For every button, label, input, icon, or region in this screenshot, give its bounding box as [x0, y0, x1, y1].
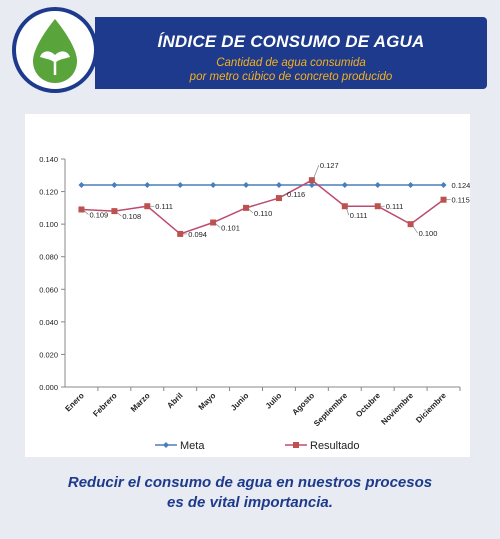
x-tick-label: Diciembre: [414, 391, 448, 425]
x-tick-label: Febrero: [91, 391, 119, 419]
header-banner: ÍNDICE DE CONSUMO DE AGUA Cantidad de ag…: [95, 17, 487, 89]
footer-line-1: Reducir el consumo de agua en nuestros p…: [67, 474, 433, 491]
x-tick-label: Septiembre: [312, 391, 350, 429]
resultado-data-label: 0.115: [452, 196, 470, 205]
resultado-data-label: 0.094: [188, 230, 207, 239]
meta-point: [275, 182, 282, 189]
resultado-point: [308, 177, 315, 184]
x-tick-label: Julio: [264, 391, 284, 411]
meta-point: [374, 182, 381, 189]
meta-point: [440, 182, 447, 189]
x-tick-label: Agosto: [290, 391, 316, 417]
footer-message: Reducir el consumo de agua en nuestros p…: [0, 473, 500, 513]
meta-point: [243, 182, 250, 189]
y-tick-label: 0.080: [39, 253, 58, 262]
x-tick-label: Mayo: [197, 391, 218, 412]
chart-area: 0.000 0.020 0.040 0.060 0.080 0.100 0.120 0.140…: [25, 114, 470, 457]
resultado-leader: [82, 209, 89, 215]
resultado-data-label: 0.111: [350, 211, 368, 220]
subtitle-line-2: por metro cúbico de concreto producido: [189, 71, 393, 83]
x-tick-label: Noviembre: [379, 391, 415, 427]
y-tick-label: 0.100: [39, 220, 58, 229]
meta-point: [341, 182, 348, 189]
resultado-leader: [312, 165, 320, 181]
resultado-data-label: 0.127: [320, 161, 339, 170]
resultado-point: [177, 230, 184, 237]
subtitle-line-1: Cantidad de agua consumida: [216, 57, 366, 69]
resultado-point: [144, 203, 151, 210]
y-tick-label: 0.120: [39, 188, 58, 197]
resultado-data-label: 0.109: [89, 210, 108, 219]
resultado-line: [81, 179, 444, 235]
resultado-point: [210, 219, 217, 226]
meta-point: [210, 182, 217, 189]
y-tick-label: 0.020: [39, 350, 58, 359]
resultado-point: [374, 203, 381, 210]
x-tick-label: Enero: [63, 391, 85, 413]
y-tick-label: 0.040: [39, 318, 58, 327]
resultado-data-label: 0.110: [254, 209, 272, 218]
legend-resultado-marker: [293, 442, 299, 448]
x-tick-label: Junio: [229, 391, 251, 413]
legend-meta-label: Meta: [180, 440, 205, 452]
resultado-data-label: 0.111: [155, 202, 173, 211]
footer-line-2: es de vital importancia.: [167, 494, 333, 511]
meta-point: [78, 182, 85, 189]
resultado-point: [407, 221, 414, 228]
resultado-leader: [411, 223, 418, 234]
resultado-point: [341, 203, 348, 210]
resultado-point: [243, 204, 250, 211]
resultado-point: [275, 195, 282, 202]
line-chart: 0.000 0.020 0.040 0.060 0.080 0.100 0.120 0.140…: [39, 155, 470, 452]
legend-meta-marker: [163, 442, 169, 448]
x-tick-label: Abril: [165, 391, 184, 410]
page-title: ÍNDICE DE CONSUMO DE AGUA: [157, 32, 425, 51]
resultado-leader: [345, 206, 350, 216]
resultado-point: [111, 208, 118, 215]
resultado-leader: [115, 210, 122, 217]
meta-point: [144, 182, 151, 189]
resultado-data-label: 0.101: [221, 224, 240, 233]
resultado-data-label: 0.111: [386, 202, 404, 211]
water-drop-leaf-icon: [33, 19, 77, 83]
y-tick-label: 0.060: [39, 285, 58, 294]
x-tick-label: Octubre: [354, 391, 382, 419]
y-tick-label: 0.000: [39, 383, 58, 392]
resultado-point: [78, 206, 85, 213]
meta-point: [407, 182, 414, 189]
meta-point: [308, 182, 315, 189]
resultado-data-label: 0.100: [419, 229, 438, 238]
resultado-leader: [246, 207, 254, 214]
y-tick-label: 0.140: [39, 155, 58, 164]
resultado-data-label: 0.116: [287, 190, 305, 199]
resultado-leader: [213, 222, 221, 228]
x-tick-label: Marzo: [129, 391, 152, 414]
meta-point: [177, 182, 184, 189]
resultado-leader: [279, 193, 287, 199]
meta-data-label: 0.124: [452, 181, 470, 190]
resultado-point: [440, 196, 447, 203]
legend-resultado-label: Resultado: [310, 440, 360, 452]
logo: [12, 7, 98, 93]
meta-point: [111, 182, 118, 189]
resultado-data-label: 0.108: [122, 212, 141, 221]
